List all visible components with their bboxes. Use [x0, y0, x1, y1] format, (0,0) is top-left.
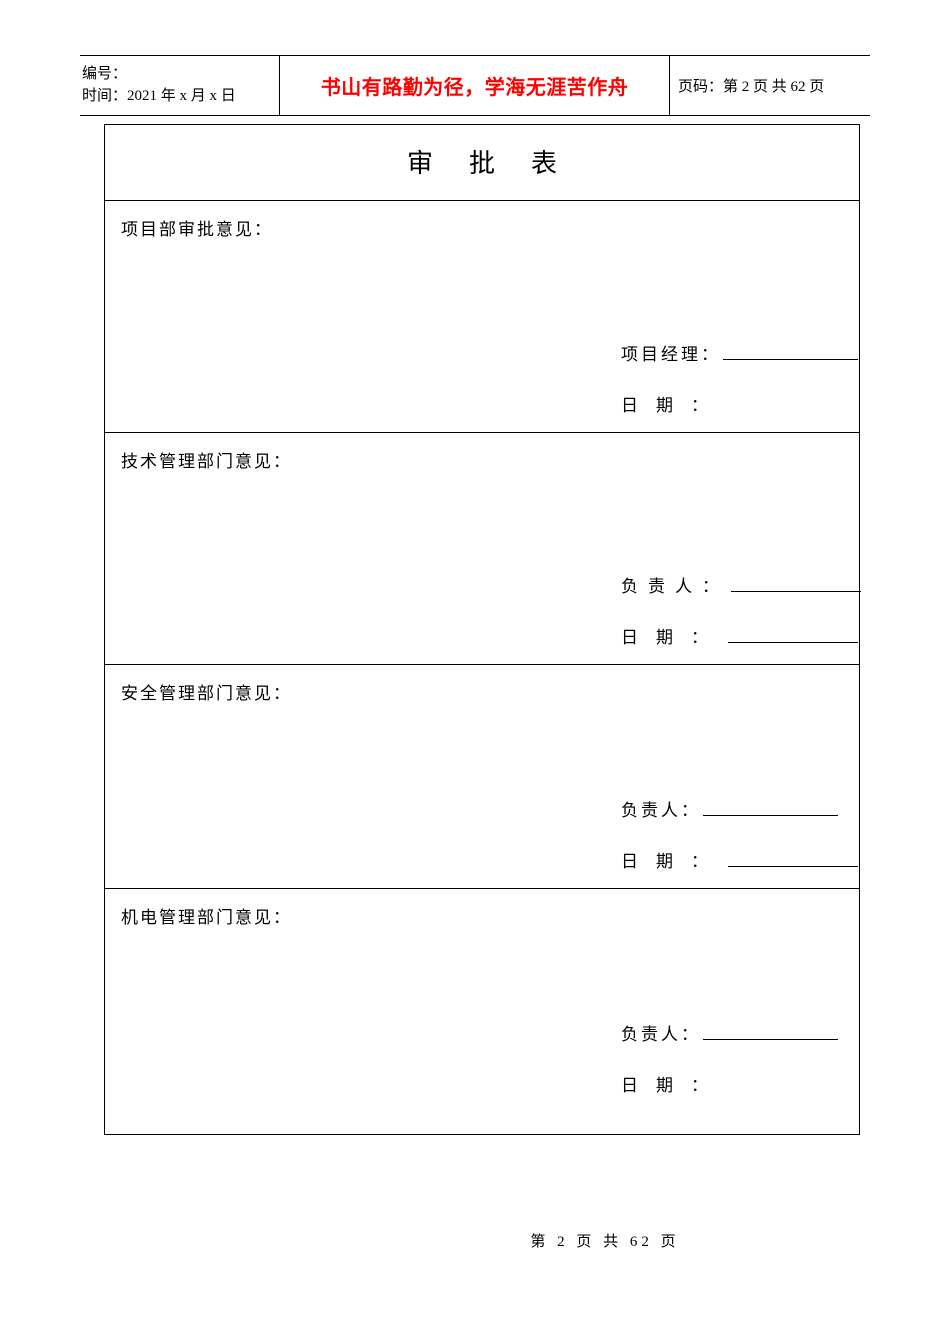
section-label: 技术管理部门意见： — [121, 447, 843, 472]
section-label: 安全管理部门意见： — [121, 679, 843, 704]
signature-block: 负责人： 日期： — [121, 572, 843, 648]
signer-label: 负责人： — [621, 801, 701, 820]
document-page: 编号： 时间：2021 年 x 月 x 日 书山有路勤为径，学海无涯苦作舟 页码… — [80, 55, 870, 1135]
date-underline — [728, 628, 858, 643]
signer-underline — [731, 577, 861, 592]
signer-underline — [723, 345, 858, 360]
date-line: 日期： — [621, 847, 843, 872]
signer-line: 项目经理： — [621, 340, 843, 365]
signature-block: 项目经理： 日期： — [121, 340, 843, 416]
time-value: 2021 年 x 月 x 日 — [127, 88, 236, 104]
time-line: 时间：2021 年 x 月 x 日 — [82, 86, 275, 108]
date-label: 日期： — [621, 1076, 726, 1095]
date-label: 日期： — [621, 396, 726, 415]
motto-text: 书山有路勤为径，学海无涯苦作舟 — [321, 71, 629, 100]
section-tech: 技术管理部门意见： 负责人： 日期： — [105, 433, 859, 665]
signer-line: 负责人： — [621, 572, 843, 597]
date-underline — [728, 852, 858, 867]
signature-block: 负责人： 日期： — [121, 796, 843, 872]
signer-label: 项目经理： — [621, 345, 721, 364]
approval-form: 审批表 项目部审批意见： 项目经理： 日期： 技术管理部门意见： 负责人： 日期… — [104, 124, 860, 1135]
signer-label: 负责人： — [621, 577, 729, 596]
form-title: 审批表 — [105, 125, 859, 201]
date-line: 日期： — [621, 623, 843, 648]
page-footer: 第 2 页 共 62 页 — [0, 1230, 950, 1251]
header-row: 编号： 时间：2021 年 x 月 x 日 书山有路勤为径，学海无涯苦作舟 页码… — [80, 56, 870, 116]
section-safety: 安全管理部门意见： 负责人： 日期： — [105, 665, 859, 889]
date-line: 日期： — [621, 1071, 843, 1096]
signer-line: 负责人： — [621, 796, 843, 821]
section-label: 项目部审批意见： — [121, 215, 843, 240]
signer-label: 负责人： — [621, 1025, 701, 1044]
date-label: 日期： — [621, 852, 726, 871]
header-left-cell: 编号： 时间：2021 年 x 月 x 日 — [80, 56, 280, 115]
header-middle-cell: 书山有路勤为径，学海无涯苦作舟 — [280, 56, 670, 115]
section-project: 项目部审批意见： 项目经理： 日期： — [105, 201, 859, 433]
header-right-cell: 页码：第 2 页 共 62 页 — [670, 56, 870, 115]
section-label: 机电管理部门意见： — [121, 903, 843, 928]
serial-label: 编号： — [82, 64, 275, 86]
section-mech: 机电管理部门意见： 负责人： 日期： — [105, 889, 859, 1135]
page-label: 页码：第 2 页 共 62 页 — [678, 75, 824, 96]
signer-line: 负责人： — [621, 1020, 843, 1045]
signer-underline — [703, 1025, 838, 1040]
date-line: 日期： — [621, 391, 843, 416]
signer-underline — [703, 801, 838, 816]
date-label: 日期： — [621, 628, 726, 647]
time-label: 时间： — [82, 88, 127, 104]
signature-block: 负责人： 日期： — [121, 1020, 843, 1096]
